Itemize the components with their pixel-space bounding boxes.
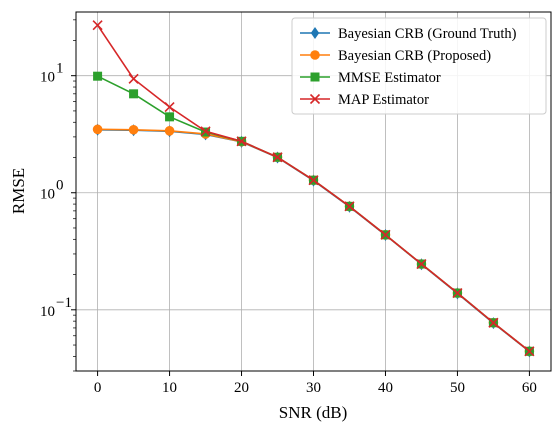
x-marker-stroke	[416, 258, 427, 270]
x-marker-stroke	[272, 152, 283, 163]
x-axis-label: SNR (dB)	[279, 403, 347, 422]
y-tick-exponent: −1	[56, 295, 72, 311]
x-marker-stroke	[92, 20, 103, 31]
legend-entry: Bayesian CRB (Ground Truth)	[300, 26, 517, 42]
circle-marker	[92, 124, 103, 135]
x-marker-stroke	[309, 93, 321, 105]
y-tick-label: 10	[40, 70, 55, 86]
x-marker	[488, 317, 499, 328]
x-marker	[164, 101, 175, 113]
x-marker	[308, 175, 319, 186]
x-marker-stroke	[524, 346, 535, 357]
series-group	[92, 20, 535, 357]
x-tick-label: 40	[378, 380, 393, 396]
diamond-marker	[310, 27, 320, 39]
square-marker	[93, 71, 103, 81]
x-marker	[344, 201, 355, 212]
x-marker-stroke	[128, 73, 139, 84]
x-marker	[200, 126, 211, 137]
x-marker	[92, 20, 103, 31]
legend-label: Bayesian CRB (Ground Truth)	[338, 26, 517, 42]
y-tick-label: 10	[40, 187, 55, 203]
square-marker	[129, 89, 139, 99]
legend-label: MAP Estimator	[338, 92, 429, 108]
x-tick-label: 0	[94, 380, 102, 396]
x-marker	[452, 287, 463, 299]
square-marker	[165, 112, 175, 122]
y-axis-label: RMSE	[9, 168, 28, 214]
x-marker	[309, 93, 321, 105]
legend-entry: MMSE Estimator	[300, 70, 441, 86]
x-marker-stroke	[200, 126, 211, 137]
x-marker	[380, 229, 391, 240]
legend-entry: Bayesian CRB (Proposed)	[300, 48, 491, 64]
x-marker	[524, 346, 535, 357]
series-lines	[92, 20, 535, 358]
x-tick-label: 60	[522, 380, 537, 396]
legend-entry: MAP Estimator	[300, 92, 429, 108]
circle-marker	[128, 124, 139, 135]
circle-marker	[310, 50, 320, 60]
y-tick-exponent: 1	[56, 61, 64, 77]
x-marker-stroke	[236, 136, 247, 147]
x-tick-label: 50	[450, 380, 465, 396]
x-tick-label: 10	[162, 380, 177, 396]
x-marker-stroke	[380, 229, 391, 240]
y-tick-label: 10	[40, 304, 55, 320]
x-marker	[236, 136, 247, 147]
x-marker-stroke	[452, 287, 463, 299]
x-marker-stroke	[164, 101, 175, 113]
legend-label: MMSE Estimator	[338, 70, 441, 86]
x-marker-stroke	[488, 317, 499, 328]
x-marker	[272, 152, 283, 163]
legend: Bayesian CRB (Ground Truth) Bayesian CRB …	[291, 17, 547, 115]
x-marker	[416, 258, 427, 270]
x-marker-stroke	[344, 201, 355, 212]
x-marker-stroke	[308, 175, 319, 186]
legend-box	[291, 17, 547, 115]
square-marker	[310, 72, 320, 82]
x-marker	[128, 73, 139, 84]
y-tick-exponent: 0	[56, 178, 64, 194]
circle-marker	[164, 126, 175, 136]
x-tick-label: 30	[306, 380, 321, 396]
legend-label: Bayesian CRB (Proposed)	[338, 48, 491, 64]
x-tick-label: 20	[234, 380, 249, 396]
